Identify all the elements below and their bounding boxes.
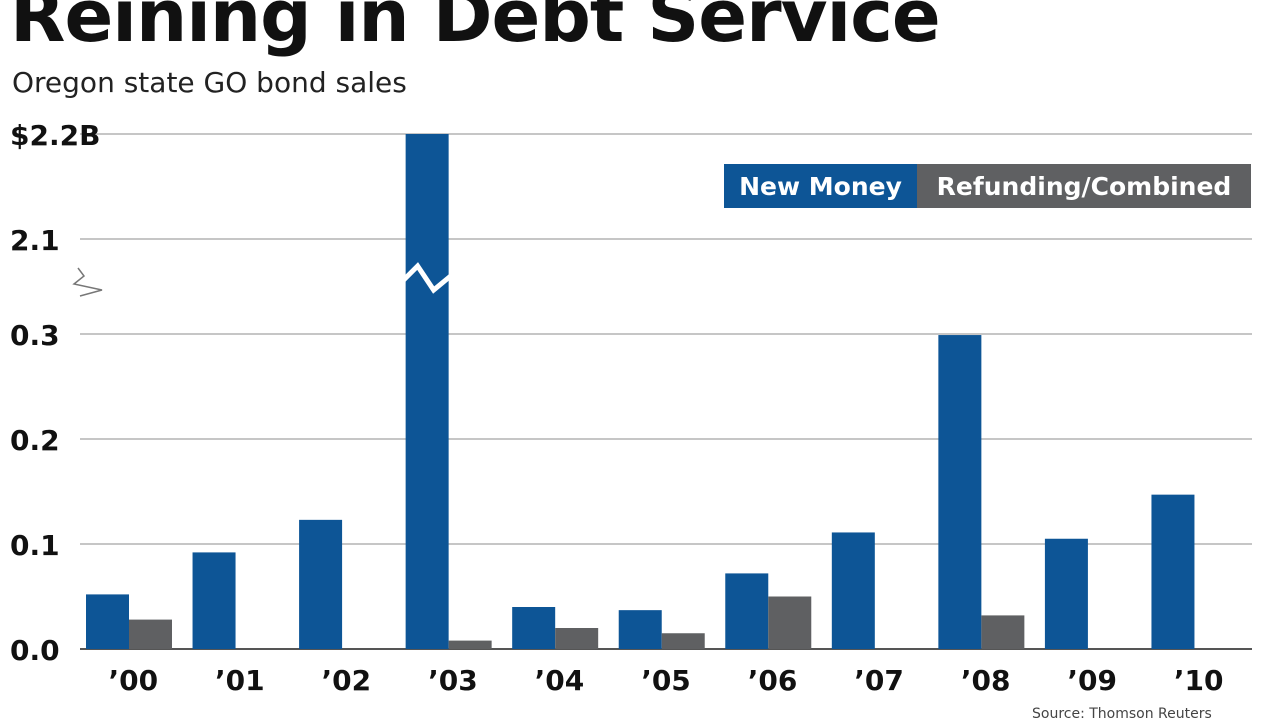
x-tick-label: ’02 <box>322 664 372 697</box>
bar-marks <box>86 134 1195 649</box>
bar-refunding-0 <box>129 619 172 649</box>
y-axis-tick-labels: 0.0 0.1 0.2 0.3 2.1 $2.2B <box>10 119 100 667</box>
x-tick-label: ’09 <box>1067 664 1117 697</box>
bar-new-money-3 <box>405 134 449 649</box>
legend-label-refunding: Refunding/Combined <box>937 172 1232 201</box>
x-tick-label: ’05 <box>641 664 691 697</box>
bar-new-money-7 <box>831 532 875 649</box>
bar-new-money-6 <box>725 573 769 649</box>
y-tick-label: 0.0 <box>10 634 60 667</box>
y-tick-label: $2.2B <box>10 119 100 152</box>
chart-subtitle: Oregon state GO bond sales <box>12 66 407 99</box>
bar-new-money-9 <box>1044 538 1088 649</box>
legend-swatch-new-money <box>724 164 917 208</box>
bar-refunding-8 <box>981 615 1025 649</box>
bar-new-money-8 <box>938 335 982 649</box>
bar-refunding-4 <box>555 628 599 649</box>
bar-new-money-1 <box>192 552 236 649</box>
bar-refunding-6 <box>768 596 812 649</box>
source-note: Source: Thomson Reuters <box>1032 706 1212 722</box>
legend-label-new-money: New Money <box>739 172 902 201</box>
axis-break-mark <box>72 267 103 297</box>
x-tick-label: ’03 <box>428 664 478 697</box>
x-tick-label: ’10 <box>1174 664 1224 697</box>
bar-new-money-5 <box>618 610 662 649</box>
x-tick-label: ’04 <box>535 664 585 697</box>
x-axis-tick-labels: ’00 ’01 ’02 ’03 ’04 ’05 ’06 ’07 ’08 ’09 ’10 <box>108 664 1223 697</box>
x-tick-label: ’06 <box>748 664 798 697</box>
legend-swatch-refunding <box>917 164 1251 208</box>
y-tick-label: 0.2 <box>10 424 60 457</box>
legend: New Money Refunding/Combined <box>724 164 1251 208</box>
x-tick-label: ’07 <box>854 664 904 697</box>
x-tick-label: ’08 <box>961 664 1011 697</box>
bar-new-money-2 <box>299 519 343 649</box>
bar-refunding-5 <box>661 633 705 649</box>
bar-refunding-3 <box>448 640 492 649</box>
x-tick-label: ’00 <box>108 664 158 697</box>
y-tick-label: 2.1 <box>10 224 60 257</box>
x-tick-label: ’01 <box>215 664 265 697</box>
chart-title: Reining in Debt Service <box>10 0 941 58</box>
bar-new-money-0 <box>86 594 129 649</box>
bar-break-mark <box>401 262 453 294</box>
bar-new-money-4 <box>512 607 556 649</box>
bar-new-money-10 <box>1151 494 1195 649</box>
y-tick-label: 0.1 <box>10 529 60 562</box>
y-tick-label: 0.3 <box>10 319 60 352</box>
